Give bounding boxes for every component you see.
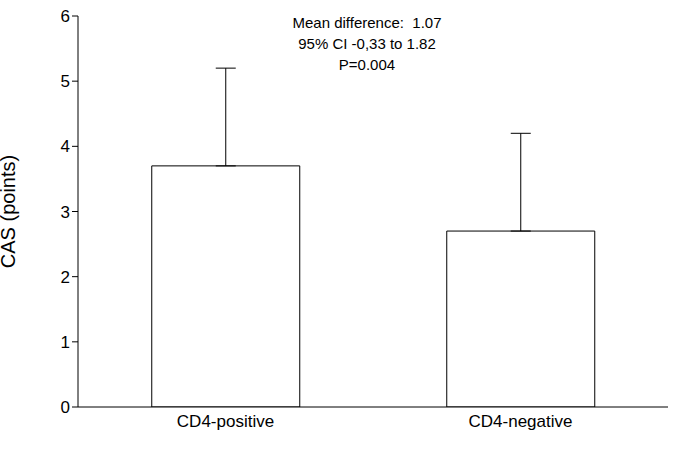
svg-text:6: 6 — [61, 7, 70, 26]
html-text:P=0.004: P=0.004 — [338, 56, 396, 73]
svg-text:1: 1 — [61, 333, 70, 352]
svg-text:4: 4 — [61, 137, 70, 156]
svg-text:5: 5 — [61, 72, 70, 91]
svg-text:CD4-negative: CD4-negative — [469, 412, 573, 431]
html-text:Mean difference: 1.07: Mean difference: 1.07 — [292, 14, 442, 31]
svg-text:CD4-positive: CD4-positive — [177, 412, 274, 431]
svg-text:0: 0 — [61, 398, 70, 417]
svg-text:CAS (points): CAS (points) — [8, 155, 19, 268]
html-text:95% CI -0,33 to 1.82: 95% CI -0,33 to 1.82 — [298, 35, 436, 52]
svg-text:2: 2 — [61, 268, 70, 287]
svg-text:3: 3 — [61, 203, 70, 222]
